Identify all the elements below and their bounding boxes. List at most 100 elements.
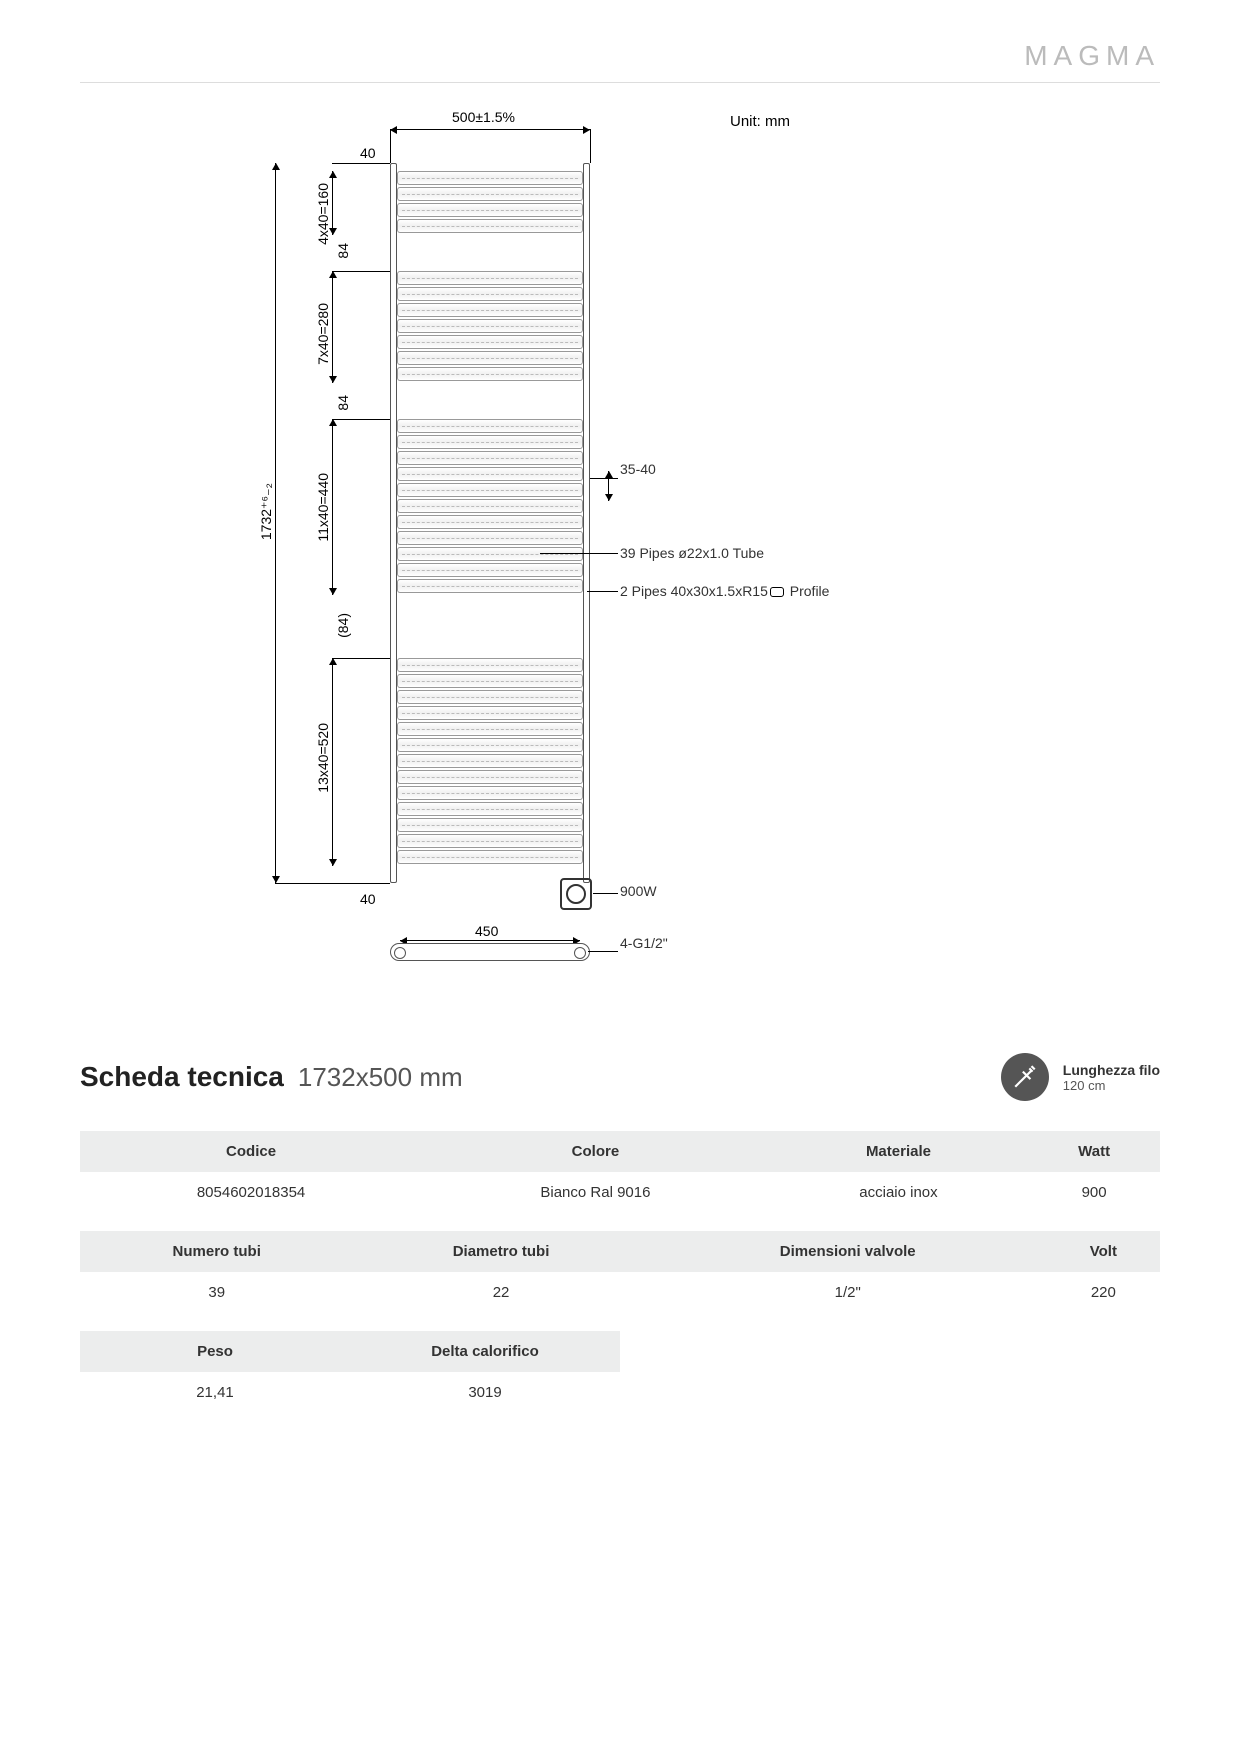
tube <box>397 579 583 593</box>
tube-group <box>397 271 583 383</box>
tube <box>397 271 583 285</box>
td-codice: 8054602018354 <box>80 1172 422 1213</box>
tube <box>397 818 583 832</box>
profile-note-b: Profile <box>786 583 830 599</box>
dim-group2: 7x40=280 <box>315 303 331 365</box>
dim-gap1: 84 <box>335 243 351 259</box>
tube <box>397 770 583 784</box>
th-codice: Codice <box>80 1131 422 1172</box>
spec-table-1: Codice Colore Materiale Watt 80546020183… <box>80 1131 1160 1213</box>
spec-table-3: Peso Delta calorifico 21,41 3019 <box>80 1331 1160 1413</box>
tube <box>397 419 583 433</box>
radiator-front-view <box>390 163 590 883</box>
td-peso: 21,41 <box>80 1372 350 1413</box>
tube <box>397 219 583 233</box>
tube <box>397 187 583 201</box>
tube <box>397 451 583 465</box>
tube <box>397 351 583 365</box>
th-materiale: Materiale <box>769 1131 1028 1172</box>
tube <box>397 499 583 513</box>
th-dimensioni-valvole: Dimensioni valvole <box>649 1231 1047 1272</box>
td-delta: 3019 <box>350 1372 620 1413</box>
spec-table-2: Numero tubi Diametro tubi Dimensioni val… <box>80 1231 1160 1313</box>
unit-label: Unit: mm <box>730 113 790 130</box>
th-watt: Watt <box>1028 1131 1160 1172</box>
th-numero-tubi: Numero tubi <box>80 1231 353 1272</box>
heater-plug-icon <box>560 878 592 910</box>
tube <box>397 319 583 333</box>
vertical-pipe-right <box>583 163 590 883</box>
tube <box>397 483 583 497</box>
pipes-note: 39 Pipes ø22x1.0 Tube <box>620 545 764 561</box>
tube <box>397 467 583 481</box>
td-watt: 900 <box>1028 1172 1160 1213</box>
radiator-bottom-view: 450 <box>390 943 590 961</box>
th-colore: Colore <box>422 1131 769 1172</box>
dim-bottom-offset: 40 <box>360 891 376 907</box>
tube <box>397 515 583 529</box>
tube <box>397 303 583 317</box>
tube <box>397 367 583 381</box>
dim-top-offset: 40 <box>360 145 376 161</box>
sheet-title-row: Scheda tecnica 1732x500 mm Lunghezza fil… <box>80 1053 1160 1101</box>
cable-info: Lunghezza filo 120 cm <box>1001 1053 1160 1101</box>
spacing-label: 35-40 <box>620 461 656 477</box>
sheet-title: Scheda tecnica <box>80 1061 284 1093</box>
td-colore: Bianco Ral 9016 <box>422 1172 769 1213</box>
dim-gap2: 84 <box>335 395 351 411</box>
tube <box>397 706 583 720</box>
td-numero-tubi: 39 <box>80 1272 353 1313</box>
brand-logo: MAGMA <box>1024 40 1160 72</box>
tube <box>397 722 583 736</box>
dim-total-height: 1732⁺⁶₋₂ <box>258 483 274 540</box>
tube <box>397 834 583 848</box>
cable-label: Lunghezza filo <box>1063 1062 1160 1078</box>
tube <box>397 850 583 864</box>
connection-label: 4-G1/2" <box>620 935 668 951</box>
power-label: 900W <box>620 883 657 899</box>
cable-value: 120 cm <box>1063 1078 1160 1093</box>
dim-group3: 11x40=440 <box>315 473 331 542</box>
dim-width: 500±1.5% <box>452 109 515 125</box>
tube <box>397 802 583 816</box>
plug-icon <box>1001 1053 1049 1101</box>
profile-note: 2 Pipes 40x30x1.5xR15 Profile <box>620 583 829 599</box>
tube <box>397 754 583 768</box>
technical-diagram: 500±1.5% 40 Unit: mm 1732⁺⁶₋₂ 4x40=160 8… <box>80 113 1160 1003</box>
tube <box>397 563 583 577</box>
tube <box>397 287 583 301</box>
bottom-bar <box>390 943 590 961</box>
dim-width-line <box>390 129 590 130</box>
tube <box>397 203 583 217</box>
tube <box>397 531 583 545</box>
tube <box>397 658 583 672</box>
tube <box>397 738 583 752</box>
th-volt: Volt <box>1047 1231 1160 1272</box>
dim-group4: 13x40=520 <box>315 723 331 793</box>
td-volt: 220 <box>1047 1272 1160 1313</box>
dim-gap3: (84) <box>335 613 351 638</box>
td-dimensioni-valvole: 1/2" <box>649 1272 1047 1313</box>
profile-note-a: 2 Pipes 40x30x1.5xR15 <box>620 583 768 599</box>
td-materiale: acciaio inox <box>769 1172 1028 1213</box>
th-delta: Delta calorifico <box>350 1331 620 1372</box>
page-header: MAGMA <box>80 40 1160 83</box>
profile-icon <box>770 587 784 597</box>
tube <box>397 335 583 349</box>
tube <box>397 171 583 185</box>
dim-group1: 4x40=160 <box>315 183 331 245</box>
dim-total-line <box>275 163 276 883</box>
tube <box>397 786 583 800</box>
tube <box>397 674 583 688</box>
th-diametro-tubi: Diametro tubi <box>353 1231 648 1272</box>
vertical-pipe-left <box>390 163 397 883</box>
th-peso: Peso <box>80 1331 350 1372</box>
tube <box>397 690 583 704</box>
dim-bottom-width: 450 <box>475 923 498 939</box>
tube <box>397 435 583 449</box>
tube-group <box>397 171 583 235</box>
tube-group <box>397 419 583 595</box>
tube-group <box>397 658 583 866</box>
td-diametro-tubi: 22 <box>353 1272 648 1313</box>
sheet-dimensions: 1732x500 mm <box>298 1062 463 1093</box>
